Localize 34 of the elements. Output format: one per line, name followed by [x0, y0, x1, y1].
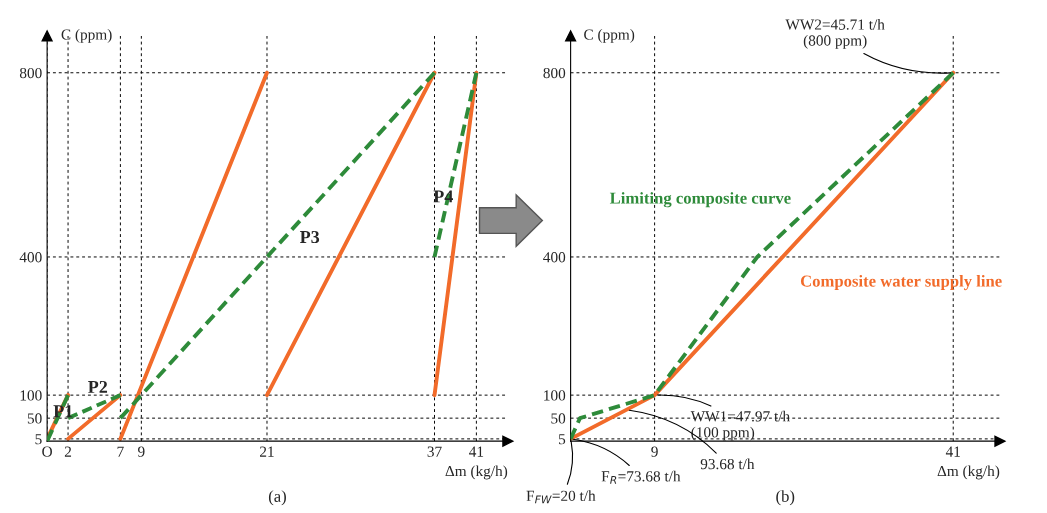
text: (b): [776, 490, 795, 506]
x-tick-label: 2: [64, 446, 72, 457]
y-tick-label: 100: [20, 390, 42, 401]
y-tick-label: 800: [19, 67, 42, 79]
x-tick-label: 41: [945, 446, 960, 457]
y-tick-label: 400: [543, 252, 566, 263]
y-tick-label: 800: [543, 67, 566, 79]
x-axis-title: Δm (kg/h): [937, 465, 1000, 480]
x-tick-label: O: [42, 446, 52, 457]
y-tick-label: 400: [19, 252, 42, 263]
y-tick-label: 5: [35, 434, 42, 445]
y-tick-label: 5: [559, 434, 566, 445]
x-tick-label: 21: [260, 446, 274, 457]
y-axis-title: C (ppm): [61, 28, 112, 43]
x-tick-label: 9: [651, 446, 658, 457]
annotation: WW2=45.71 t/h (800 ppm): [785, 18, 885, 49]
x-tick-label: 41: [469, 446, 484, 457]
text: (a): [268, 490, 286, 506]
x-axis-title: Δm (kg/h): [445, 465, 508, 480]
x-tick-label: 7: [117, 446, 124, 457]
annotation: WW1=47.97 t/h (100 ppm): [690, 410, 790, 441]
annotation: 93.68 t/h: [700, 458, 755, 470]
y-tick-label: 50: [551, 413, 566, 424]
y-tick-label: 100: [544, 390, 566, 401]
y-axis-title: C (ppm): [584, 28, 635, 43]
series-label: Limiting composite curve: [609, 192, 791, 208]
annotation: F$_{R}$=73.68 t/h: [601, 470, 681, 484]
annotation: P2: [88, 380, 108, 393]
series-label: Composite water supply line: [800, 274, 1002, 291]
x-tick-label: 9: [138, 446, 145, 457]
x-tick-label: 37: [427, 446, 442, 457]
annotation: P3: [299, 230, 320, 244]
y-tick-label: 50: [27, 413, 42, 424]
annotation: F$_{FW}$=20 t/h: [526, 490, 596, 504]
